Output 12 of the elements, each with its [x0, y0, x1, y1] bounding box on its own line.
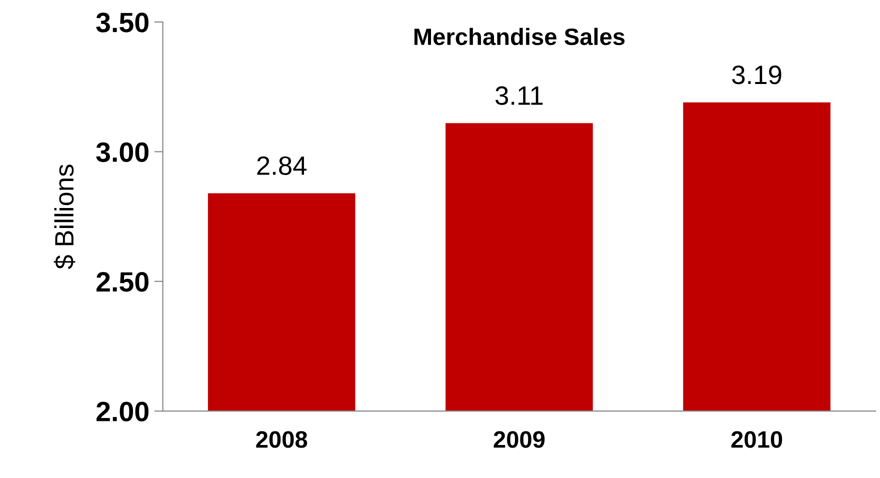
data-label: 2.84 — [257, 156, 307, 176]
data-label: 3.19 — [732, 66, 782, 84]
data-label: 3.11 — [496, 86, 543, 105]
y-tick-label: 3.50 — [96, 12, 148, 32]
y-tick-label: 2.00 — [96, 402, 148, 422]
y-tick-label: 2.50 — [96, 272, 148, 292]
chart-title: Merchandise Sales — [414, 28, 625, 46]
x-tick-label: 2009 — [494, 431, 545, 448]
x-tick-label: 2010 — [731, 431, 782, 448]
y-axis-title: $ Billions — [54, 164, 76, 270]
y-tick-label: 3.00 — [96, 142, 148, 162]
x-tick-label: 2008 — [256, 431, 308, 448]
